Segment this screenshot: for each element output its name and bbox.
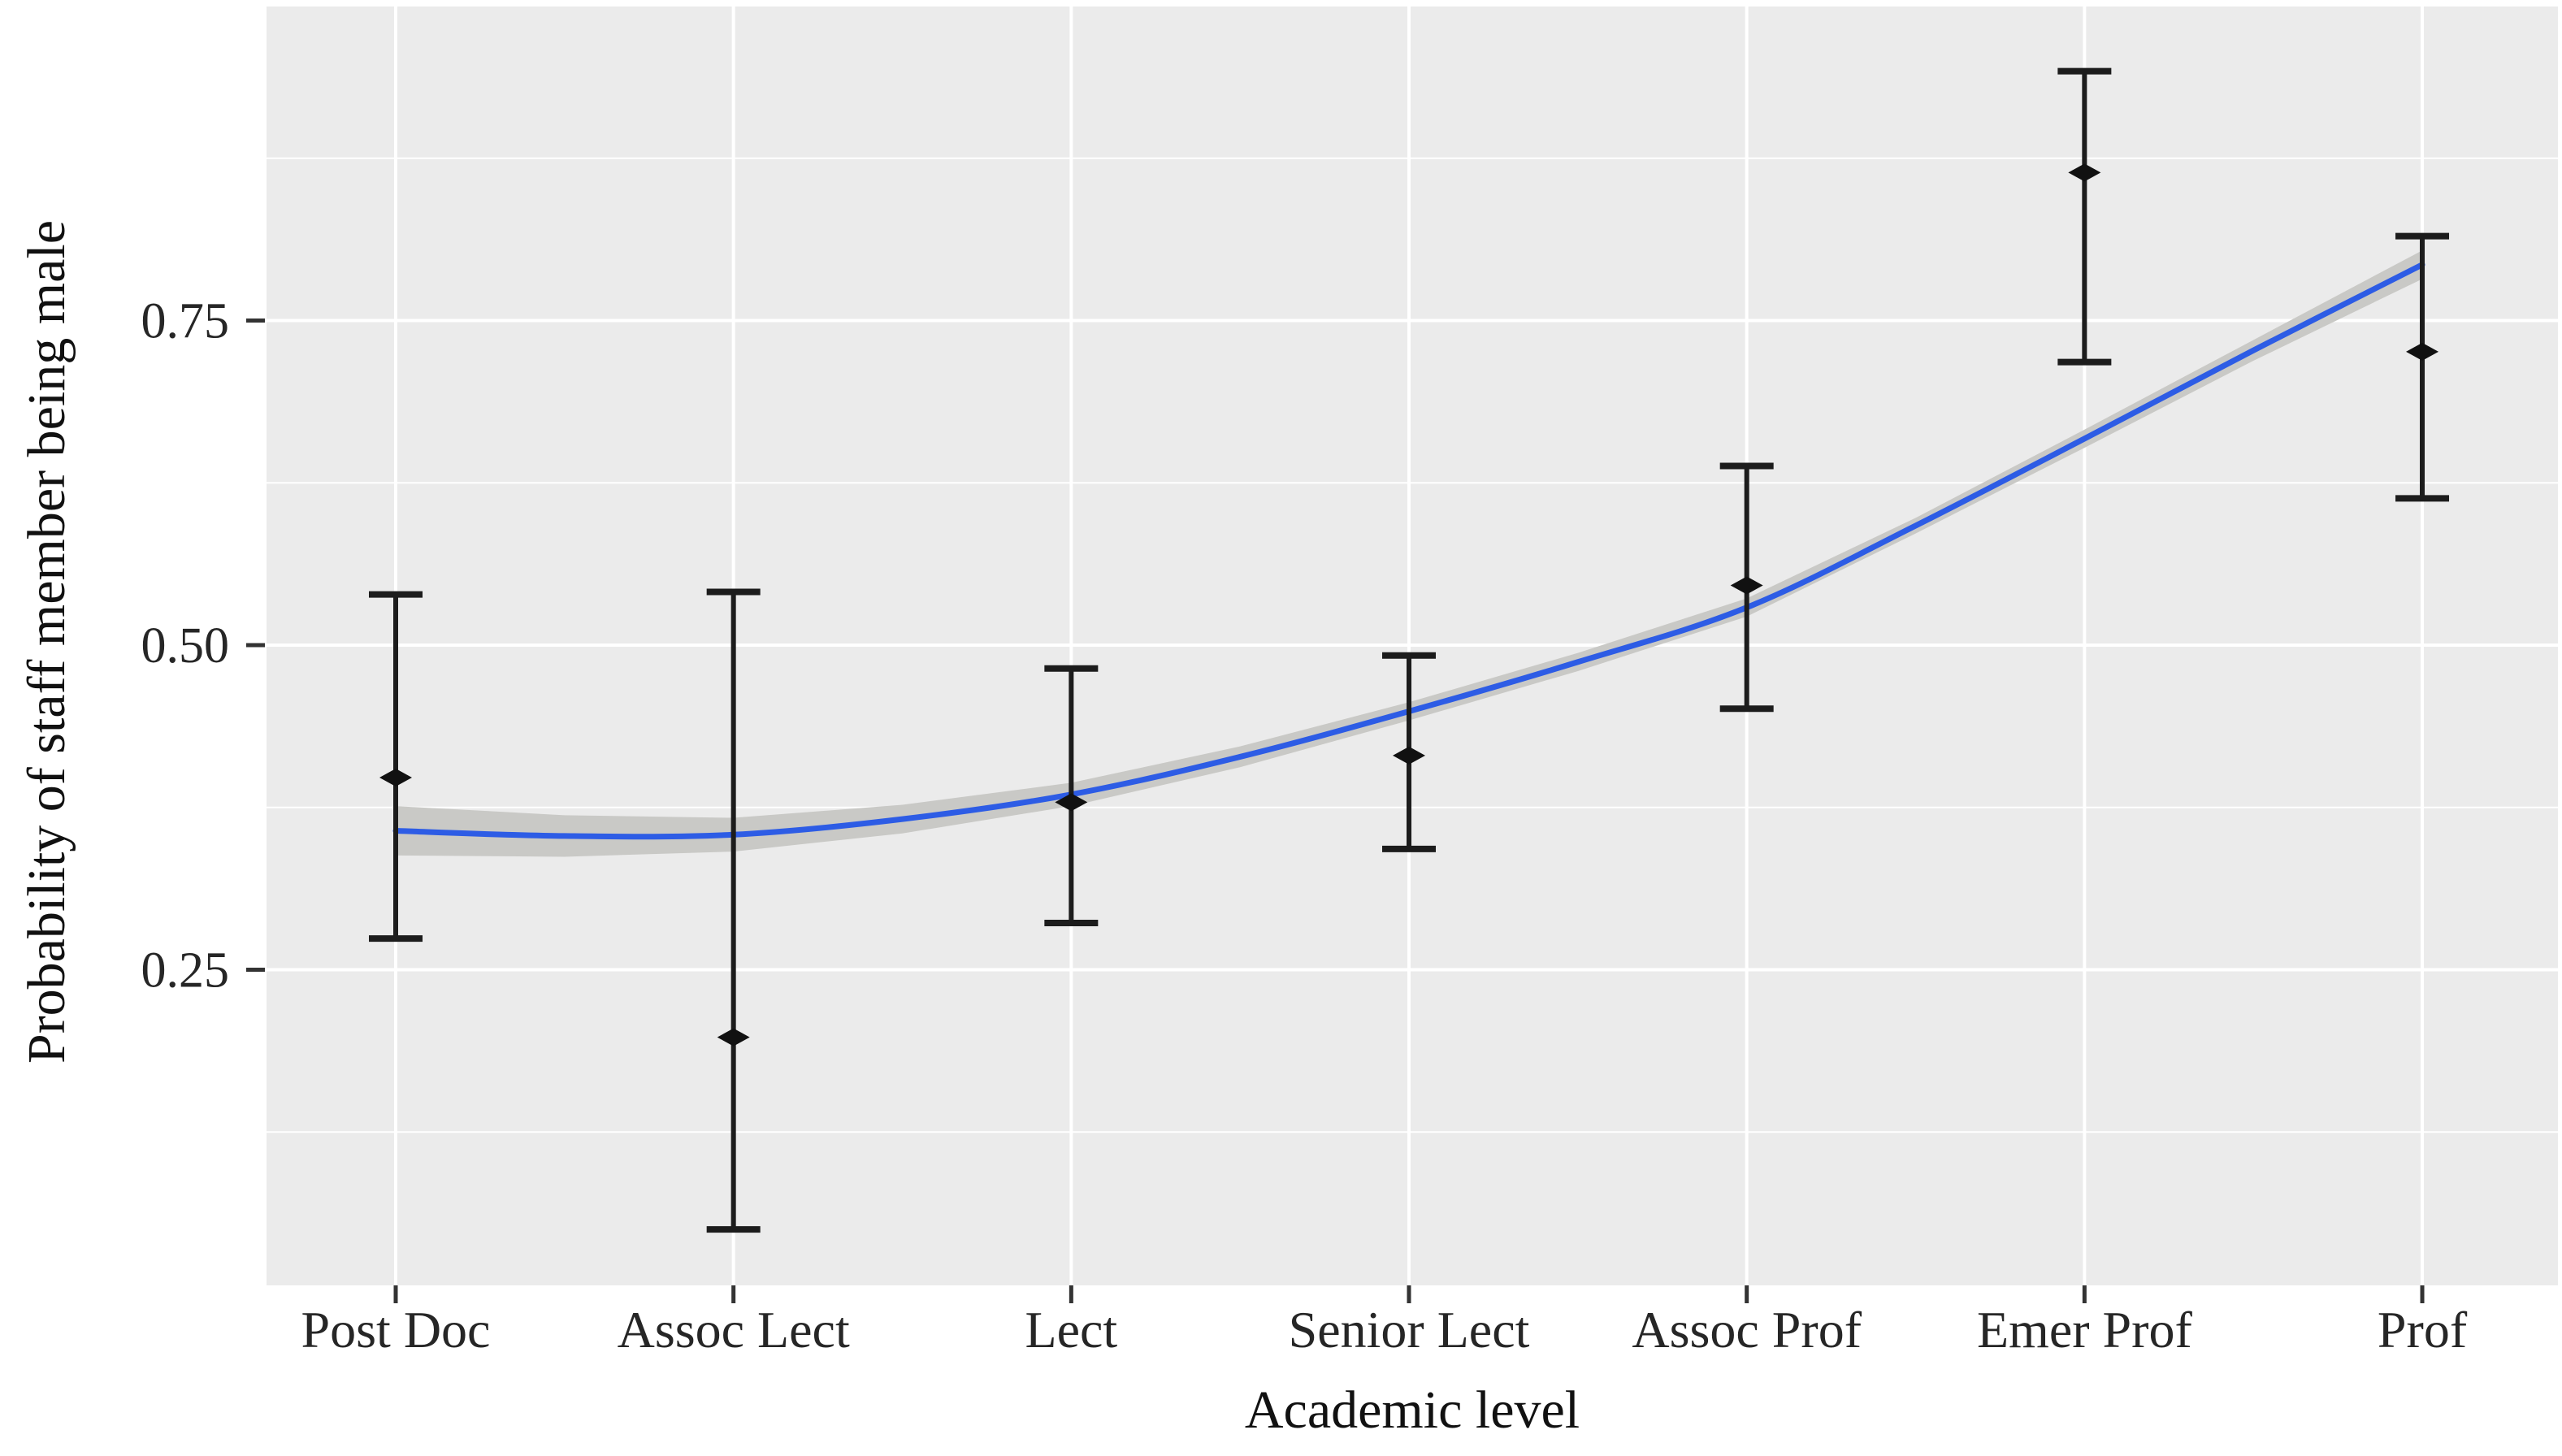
- y-tick-label: 0.25: [141, 943, 230, 999]
- x-tick-label: Assoc Lect: [618, 1301, 850, 1358]
- x-tick-label: Emer Prof: [1977, 1301, 2193, 1358]
- x-tick-label: Lect: [1025, 1301, 1117, 1358]
- data-point: [2406, 342, 2439, 361]
- data-point: [1730, 576, 1763, 595]
- y-axis-title: Probability of staff member being male: [17, 219, 76, 1064]
- x-tick-label: Senior Lect: [1289, 1301, 1530, 1358]
- data-point: [2068, 163, 2101, 182]
- y-tick-label: 0.75: [141, 294, 230, 349]
- data-point: [717, 1028, 750, 1046]
- x-tick-label: Post Doc: [301, 1301, 491, 1358]
- x-axis-title: Academic level: [1244, 1380, 1580, 1440]
- data-point: [379, 768, 412, 786]
- data-point: [1055, 793, 1088, 812]
- y-tick-label: 0.50: [141, 618, 230, 674]
- x-tick-label: Assoc Prof: [1632, 1301, 1862, 1358]
- x-tick-label: Prof: [2378, 1301, 2468, 1358]
- data-point: [1393, 746, 1426, 765]
